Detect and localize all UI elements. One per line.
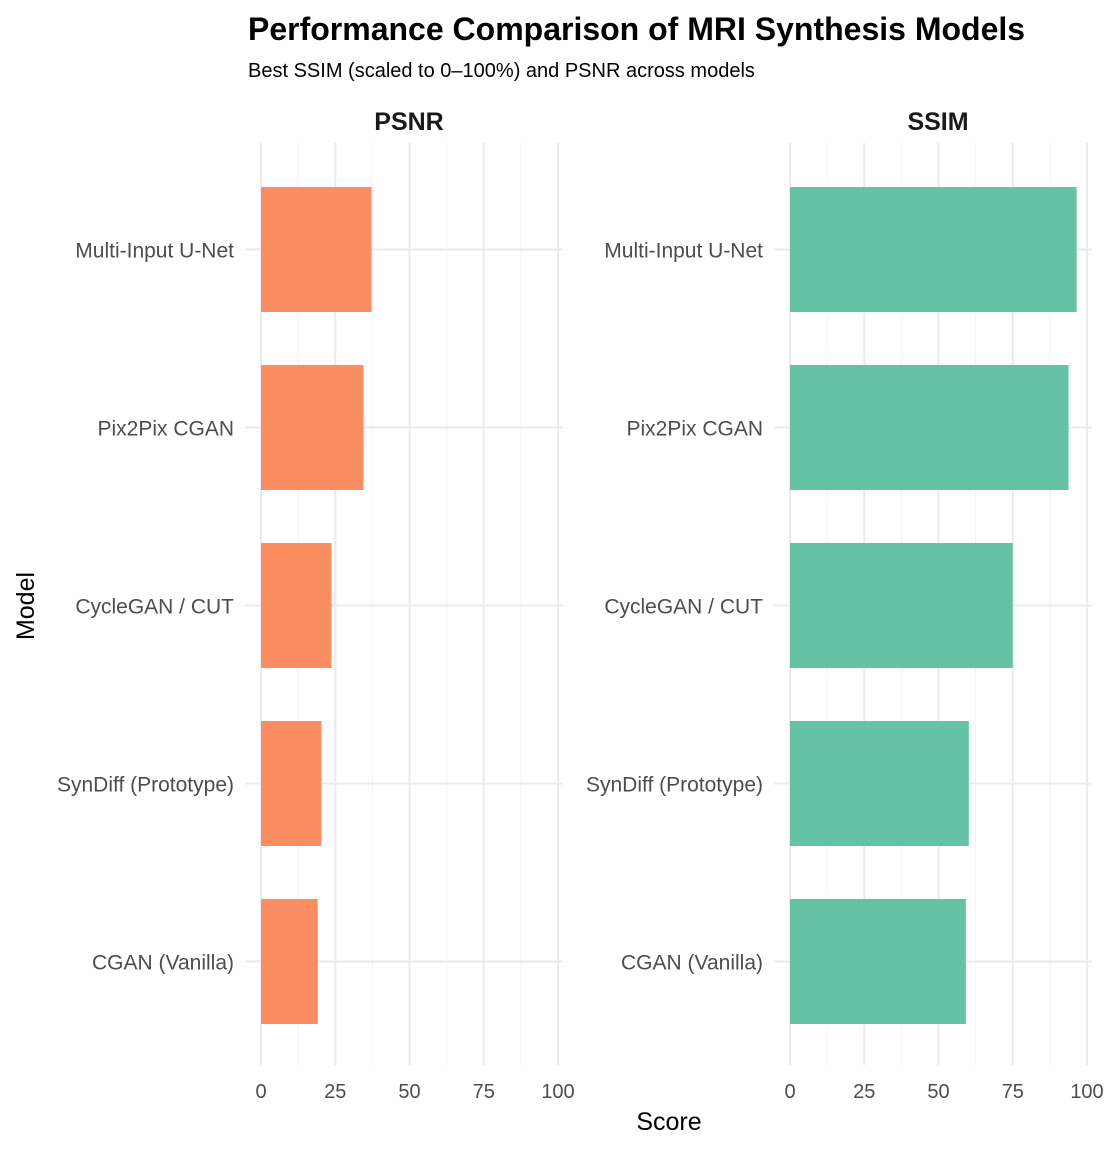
- x-tick-label: 100: [541, 1081, 574, 1103]
- x-tick-label: 0: [255, 1081, 266, 1103]
- chart-title: Performance Comparison of MRI Synthesis …: [248, 11, 1025, 47]
- bar-ssim-0: [790, 187, 1077, 312]
- x-tick-label: 50: [398, 1081, 420, 1103]
- category-label: SynDiff (Prototype): [586, 774, 763, 797]
- x-tick-label: 75: [473, 1081, 495, 1103]
- x-tick-label: 25: [853, 1081, 875, 1103]
- facet-title: PSNR: [374, 108, 443, 136]
- bar-psnr-1: [261, 365, 364, 490]
- category-label: Multi-Input U-Net: [75, 240, 234, 263]
- category-label: Pix2Pix CGAN: [97, 418, 234, 441]
- y-axis-title: Model: [12, 572, 40, 640]
- category-label: CycleGAN / CUT: [604, 596, 763, 619]
- category-label: Pix2Pix CGAN: [626, 418, 763, 441]
- bar-ssim-2: [790, 543, 1013, 668]
- x-axis-title: Score: [636, 1108, 701, 1136]
- x-tick-label: 75: [1002, 1081, 1024, 1103]
- facet-ssim: SSIM Multi-Input U-Net Pix2Pix CGAN CycleGA…: [586, 108, 1104, 1103]
- category-label: SynDiff (Prototype): [57, 774, 234, 797]
- x-tick-label: 25: [324, 1081, 346, 1103]
- facet-psnr: PSNR Multi-Input U-Net Pix2Pix CGAN CycleGA…: [57, 108, 575, 1103]
- category-label: CGAN (Vanilla): [621, 952, 763, 975]
- bar-psnr-4: [261, 899, 318, 1024]
- bar-ssim-3: [790, 721, 969, 846]
- x-tick-label: 100: [1070, 1081, 1103, 1103]
- bar-psnr-0: [261, 187, 372, 312]
- x-tick-label: 0: [784, 1081, 795, 1103]
- bar-ssim-4: [790, 899, 966, 1024]
- category-label: Multi-Input U-Net: [604, 240, 763, 263]
- bar-psnr-3: [261, 721, 322, 846]
- x-tick-label: 50: [927, 1081, 949, 1103]
- bar-ssim-1: [790, 365, 1069, 490]
- chart-subtitle: Best SSIM (scaled to 0–100%) and PSNR ac…: [248, 60, 755, 82]
- category-label: CGAN (Vanilla): [92, 952, 234, 975]
- facets-group: PSNR Multi-Input U-Net Pix2Pix CGAN CycleGA…: [57, 108, 1104, 1103]
- bar-psnr-2: [261, 543, 332, 668]
- facet-title: SSIM: [907, 108, 968, 136]
- category-label: CycleGAN / CUT: [75, 596, 234, 619]
